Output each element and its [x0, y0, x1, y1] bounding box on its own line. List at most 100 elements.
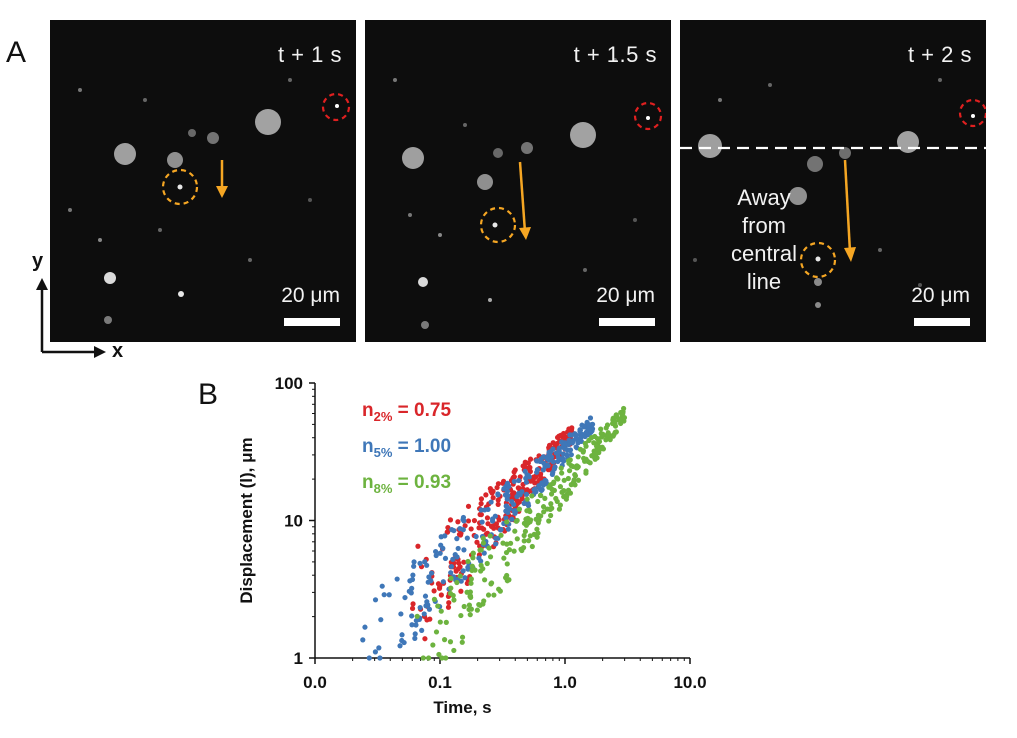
- data-point-5pct: [411, 563, 417, 569]
- data-point-5pct: [523, 479, 530, 485]
- data-point-2pct: [431, 588, 437, 594]
- data-point-5pct: [509, 499, 515, 505]
- data-point-8pct: [521, 532, 527, 539]
- data-point-8pct: [548, 501, 554, 507]
- data-point-2pct: [512, 467, 518, 473]
- data-point-8pct: [556, 506, 563, 512]
- data-point-5pct: [573, 444, 579, 450]
- data-point-8pct: [506, 547, 513, 553]
- legend-value: = 0.75: [392, 400, 452, 421]
- data-point-2pct: [465, 518, 472, 524]
- x-axis-indicator-label: x: [112, 340, 124, 362]
- data-point-8pct: [474, 607, 480, 613]
- data-point-8pct: [565, 475, 571, 482]
- scale-bar: [914, 318, 970, 326]
- data-point-8pct: [557, 502, 563, 508]
- data-point-5pct: [564, 452, 570, 458]
- data-point-5pct: [489, 516, 496, 522]
- data-point-8pct: [461, 603, 467, 610]
- data-point-8pct: [498, 532, 504, 538]
- data-point-2pct: [471, 517, 478, 524]
- data-point-2pct: [462, 523, 468, 529]
- data-point-8pct: [521, 520, 528, 526]
- data-point-8pct: [426, 655, 432, 661]
- data-point-5pct: [452, 552, 458, 558]
- data-point-8pct: [507, 540, 514, 546]
- data-point-8pct: [604, 422, 611, 428]
- data-point-2pct: [453, 568, 459, 574]
- data-point-8pct: [504, 561, 510, 567]
- data-point-8pct: [600, 446, 607, 452]
- data-point-2pct: [478, 496, 485, 502]
- data-point-5pct: [478, 558, 484, 564]
- data-point-5pct: [402, 594, 408, 601]
- x-axis-label: Time, s: [433, 698, 491, 717]
- data-point-5pct: [438, 542, 444, 548]
- data-point-8pct: [441, 637, 448, 643]
- data-point-8pct: [506, 577, 512, 583]
- data-point-5pct: [559, 439, 565, 445]
- data-point-5pct: [540, 467, 546, 473]
- data-point-8pct: [451, 597, 457, 603]
- data-point-5pct: [555, 454, 561, 460]
- displacement-arrow: [518, 161, 527, 233]
- data-point-8pct: [487, 554, 494, 560]
- data-point-8pct: [561, 477, 567, 483]
- scale-bar-label: 20 μm: [281, 284, 340, 307]
- tracked-particle-circle: [479, 206, 517, 244]
- displacement-arrow: [843, 159, 852, 253]
- data-point-5pct: [386, 592, 392, 598]
- frame-3-particles: [680, 78, 986, 308]
- data-point-8pct: [448, 575, 454, 581]
- data-point-8pct: [577, 446, 584, 452]
- data-point-5pct: [567, 447, 574, 453]
- data-point-8pct: [612, 419, 618, 425]
- data-point-2pct: [447, 517, 454, 523]
- legend-entry-2: n2% = 0.75: [362, 400, 451, 424]
- data-point-5pct: [410, 572, 416, 578]
- data-point-8pct: [501, 555, 507, 561]
- legend-value: = 0.93: [392, 472, 452, 493]
- data-point-5pct: [421, 611, 427, 617]
- data-point-5pct: [568, 432, 575, 438]
- data-point-5pct: [495, 491, 501, 497]
- data-point-5pct: [424, 562, 430, 568]
- data-point-5pct: [442, 533, 448, 539]
- data-point-8pct: [491, 592, 497, 598]
- data-point-5pct: [464, 535, 470, 541]
- data-point-8pct: [443, 655, 449, 661]
- data-point-5pct: [426, 606, 433, 612]
- data-point-5pct: [504, 503, 510, 510]
- legend-entry-8: n8% = 0.93: [362, 472, 451, 496]
- data-point-5pct: [497, 527, 504, 533]
- data-point-2pct: [444, 529, 450, 535]
- data-point-8pct: [485, 592, 492, 598]
- data-point-8pct: [550, 480, 557, 486]
- data-point-8pct: [451, 647, 457, 654]
- data-point-8pct: [514, 536, 520, 542]
- data-point-5pct: [509, 516, 515, 522]
- data-point-8pct: [511, 548, 517, 554]
- data-point-5pct: [454, 536, 460, 542]
- data-point-2pct: [527, 456, 534, 462]
- data-point-8pct: [605, 430, 611, 436]
- data-point-5pct: [455, 545, 461, 552]
- data-point-2pct: [509, 492, 515, 498]
- data-point-2pct: [445, 524, 451, 531]
- data-point-8pct: [480, 540, 487, 546]
- data-point-8pct: [443, 619, 449, 626]
- data-point-5pct: [462, 575, 468, 581]
- data-point-8pct: [484, 560, 490, 567]
- data-point-8pct: [512, 528, 518, 534]
- data-point-5pct: [555, 458, 561, 465]
- data-point-5pct: [481, 550, 487, 556]
- data-point-2pct: [520, 463, 526, 469]
- data-point-2pct: [495, 481, 502, 487]
- data-point-5pct: [550, 459, 556, 465]
- data-point-8pct: [524, 496, 530, 502]
- panel-b-letter: B: [198, 378, 219, 411]
- scale-bar-label: 20 μm: [911, 284, 970, 307]
- data-point-8pct: [538, 492, 544, 499]
- data-point-2pct: [410, 601, 416, 607]
- data-point-5pct: [511, 478, 517, 485]
